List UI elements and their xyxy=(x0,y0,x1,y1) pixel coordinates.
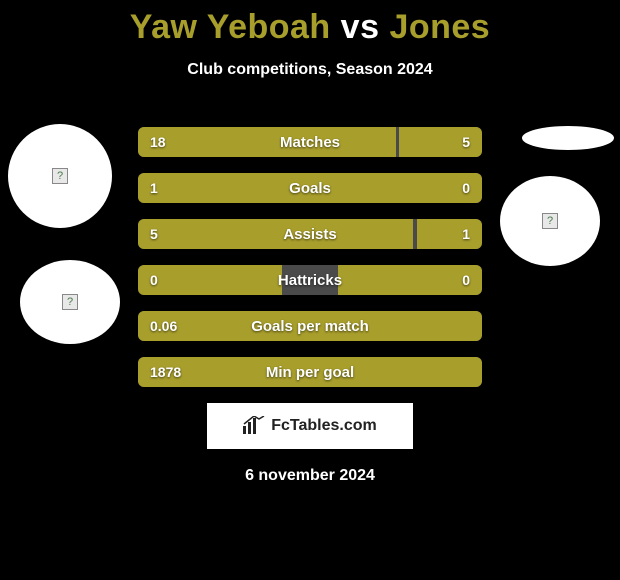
stat-label: Hattricks xyxy=(138,265,482,295)
broken-image-icon xyxy=(542,213,558,229)
stat-rows: 185Matches 10Goals 51Assists 00Hattricks 0.0… xyxy=(138,127,482,387)
chart-icon xyxy=(243,416,265,437)
player2-name: Jones xyxy=(389,8,490,46)
player2-avatar-primary xyxy=(522,126,614,150)
stat-row: 1878Min per goal xyxy=(138,357,482,387)
broken-image-icon xyxy=(62,294,78,310)
broken-image-icon xyxy=(52,168,68,184)
stat-row: 10Goals xyxy=(138,173,482,203)
player1-name: Yaw Yeboah xyxy=(130,8,331,46)
fctables-badge: FcTables.com xyxy=(207,403,413,449)
stat-label: Matches xyxy=(138,127,482,157)
date-label: 6 november 2024 xyxy=(0,467,620,485)
stat-label: Min per goal xyxy=(138,357,482,387)
player1-avatar-primary xyxy=(8,124,112,228)
subtitle: Club competitions, Season 2024 xyxy=(0,61,620,79)
comparison-title: Yaw Yeboah vs Jones xyxy=(0,0,620,47)
player1-avatar-secondary xyxy=(20,260,120,344)
player2-avatar-secondary xyxy=(500,176,600,266)
stat-row: 0.06Goals per match xyxy=(138,311,482,341)
stat-row: 00Hattricks xyxy=(138,265,482,295)
badge-text: FcTables.com xyxy=(271,417,377,435)
stat-label: Goals xyxy=(138,173,482,203)
stat-label: Assists xyxy=(138,219,482,249)
stat-row: 185Matches xyxy=(138,127,482,157)
stat-label: Goals per match xyxy=(138,311,482,341)
stat-row: 51Assists xyxy=(138,219,482,249)
vs-separator: vs xyxy=(341,8,380,46)
